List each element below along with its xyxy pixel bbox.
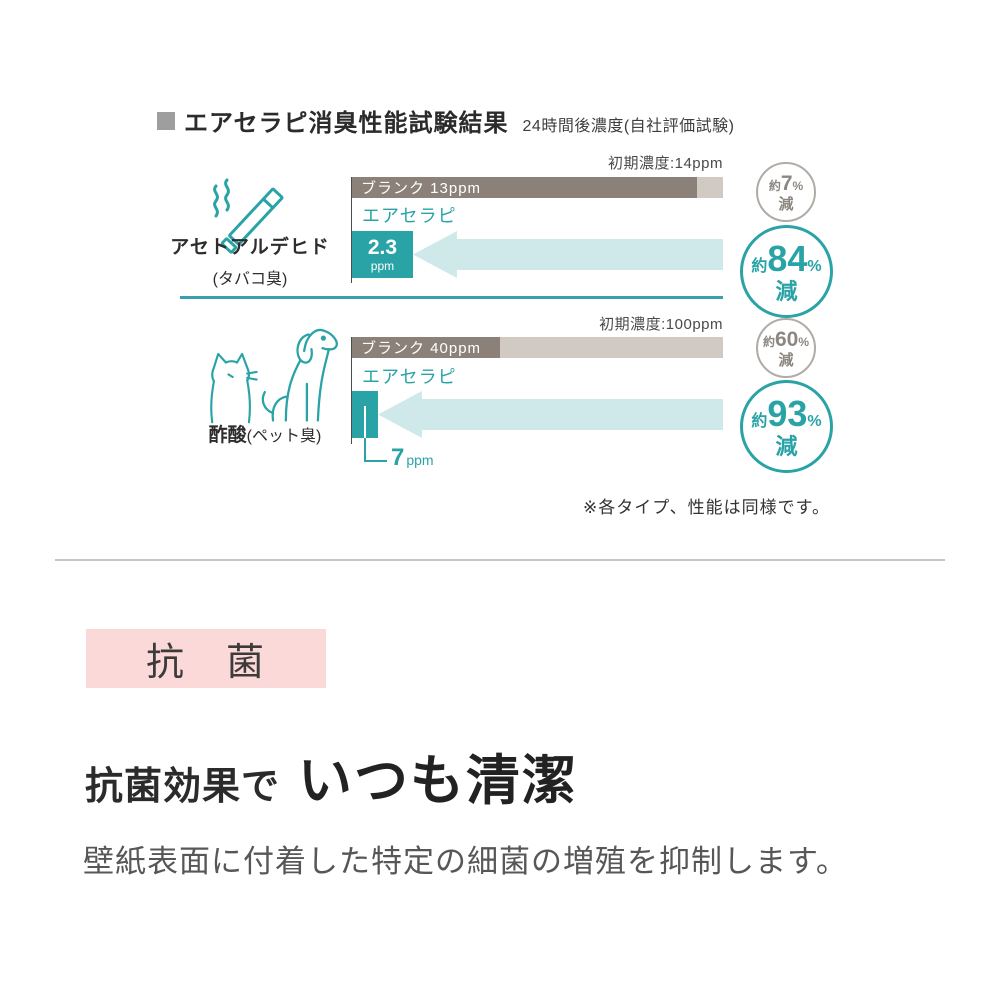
badge-prefix: 約 — [751, 412, 768, 430]
product-value-block: 2.3 ppm — [352, 231, 413, 278]
initial-concentration-label: 初期濃度:14ppm — [607, 155, 723, 172]
badge-prefix: 約 — [762, 334, 775, 349]
blank-bar-dark-segment: ブランク 40ppm — [352, 337, 501, 358]
product-bar-row: 2.3 ppm — [352, 231, 723, 278]
chart-subtitle: 24時間後濃度(自社評価試験) — [522, 118, 735, 135]
blank-reduction-badge: 約 60 % 減 — [756, 318, 816, 378]
reduction-arrow — [377, 391, 723, 438]
chart-row-acetic-acid: 酢酸(ペット臭) 初期濃度:100ppm ブランク 40ppm エアセラピ 7 … — [0, 310, 1000, 495]
product-callout-value: 7 ppm — [391, 444, 434, 472]
product-bar-row — [352, 391, 723, 438]
substance-label-acetaldehyde: アセトアルデヒド (タバコ臭) — [140, 232, 360, 289]
callout-line — [364, 406, 366, 438]
chart-footnote: ※各タイプ、性能は同様です。 — [582, 498, 830, 517]
callout-line — [364, 460, 387, 462]
reduction-arrow — [412, 231, 723, 278]
product-reduction-badge: 約 84 % 減 — [740, 225, 833, 318]
antibacterial-description: 壁紙表面に付着した特定の細菌の増殖を抑制します。 — [83, 844, 848, 879]
chart-header: エアセラピ消臭性能試験結果 24時間後濃度(自社評価試験) — [157, 103, 735, 138]
initial-concentration-label: 初期濃度:100ppm — [599, 316, 723, 333]
substance-label-acetic-acid: 酢酸(ペット臭) — [150, 420, 380, 447]
badge-unit: % — [792, 178, 804, 193]
cigarette-icon — [202, 162, 302, 254]
square-bullet-icon — [157, 111, 175, 130]
blank-reduction-badge: 約 7 % 減 — [756, 162, 816, 222]
section-divider — [55, 559, 945, 561]
badge-unit: % — [798, 334, 810, 349]
badge-suffix: 減 — [775, 278, 798, 304]
product-reduction-badge: 約 93 % 減 — [740, 380, 833, 473]
badge-value: 84 — [767, 237, 808, 279]
row-divider-line — [180, 296, 723, 299]
substance-name: 酢酸 — [208, 425, 247, 446]
substance-name: アセトアルデヒド — [170, 237, 330, 258]
badge-unit: % — [807, 412, 822, 430]
product-label: エアセラピ — [362, 206, 457, 226]
substance-note: (タバコ臭) — [212, 271, 288, 288]
badge-unit: % — [807, 257, 822, 275]
blank-bar: ブランク 40ppm — [352, 337, 723, 358]
chart-axis-line — [351, 337, 352, 444]
badge-prefix: 約 — [751, 257, 768, 275]
badge-suffix: 減 — [775, 433, 798, 459]
badge-value: 93 — [767, 392, 808, 434]
antibacterial-heading: 抗菌効果で いつも清潔 — [85, 736, 578, 815]
heading-lead: 抗菌効果で — [85, 766, 281, 808]
blank-bar: ブランク 13ppm — [352, 177, 723, 198]
dog-icon — [240, 318, 350, 426]
chart-axis-line — [351, 177, 352, 283]
chart-row-acetaldehyde: アセトアルデヒド (タバコ臭) 初期濃度:14ppm ブランク 13ppm エア… — [0, 150, 1000, 318]
badge-suffix: 減 — [778, 195, 794, 213]
badge-value: 7 — [780, 171, 793, 195]
blank-bar-dark-segment: ブランク 13ppm — [352, 177, 697, 198]
cat-icon — [198, 342, 264, 424]
callout-line — [364, 438, 366, 462]
product-unit: ppm — [370, 259, 395, 273]
blank-bar-label: ブランク 13ppm — [361, 180, 482, 197]
antibacterial-badge: 抗 菌 — [86, 629, 334, 696]
badge-suffix: 減 — [778, 351, 794, 369]
callout-unit: ppm — [406, 452, 434, 468]
product-value: 2.3 — [367, 236, 398, 259]
blank-bar-label: ブランク 40ppm — [361, 340, 482, 357]
product-label: エアセラピ — [362, 367, 457, 387]
heading-main: いつも清潔 — [298, 751, 579, 811]
substance-note: (ペット臭) — [246, 428, 322, 445]
antibacterial-badge-label: 抗 菌 — [145, 642, 266, 684]
chart-title: エアセラピ消臭性能試験結果 — [184, 110, 509, 137]
callout-number: 7 — [391, 444, 405, 471]
badge-prefix: 約 — [768, 178, 781, 193]
badge-value: 60 — [774, 327, 799, 351]
